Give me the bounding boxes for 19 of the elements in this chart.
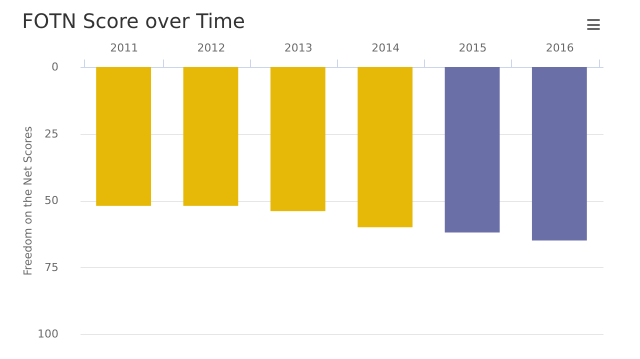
- bar: [444, 67, 500, 233]
- y-axis-title: Freedom on the Net Scores: [22, 126, 35, 276]
- y-tick-label: 75: [44, 260, 58, 274]
- x-tick-label: 2012: [197, 42, 226, 54]
- chart-title: FOTN Score over Time: [22, 9, 246, 33]
- x-tick-label: 2011: [110, 42, 138, 54]
- y-tick-label: 100: [38, 328, 58, 340]
- bar: [358, 67, 413, 228]
- x-tick-label: 2016: [546, 42, 574, 54]
- y-tick-label: 25: [44, 127, 58, 140]
- bar: [532, 67, 587, 241]
- bar: [183, 67, 238, 206]
- y-tick-label: 0: [52, 60, 58, 74]
- bar: [270, 67, 326, 212]
- x-tick-label: 2015: [458, 42, 487, 54]
- y-tick-label: 50: [44, 194, 58, 207]
- x-tick-label: 2013: [284, 42, 312, 54]
- bar: [96, 67, 152, 206]
- x-tick-label: 2014: [372, 42, 400, 54]
